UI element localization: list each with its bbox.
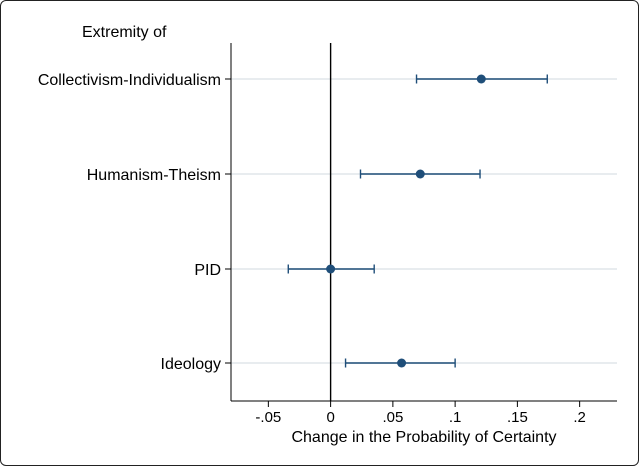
x-tick-label: .1 — [449, 409, 462, 426]
x-ticks: -.05 0 .05 .1 .15 .2 — [255, 401, 586, 426]
x-axis-label: Change in the Probability of Certainty — [291, 429, 556, 446]
category-label: Humanism-Theism — [87, 167, 221, 184]
x-tick-label: .2 — [573, 409, 586, 426]
point-estimate — [326, 264, 336, 274]
x-tick-label: 0 — [326, 409, 334, 426]
point-estimate — [415, 169, 425, 179]
chart-title: Extremity of — [82, 24, 167, 41]
category-labels: Collectivism-Individualism Humanism-Theis… — [38, 72, 231, 373]
point-estimate — [476, 74, 486, 84]
grid-layer — [231, 78, 617, 364]
x-tick-label: .05 — [382, 409, 403, 426]
x-tick-label: .15 — [507, 409, 528, 426]
x-tick-label: -.05 — [255, 409, 281, 426]
estimates-layer — [287, 74, 548, 368]
category-label: Collectivism-Individualism — [38, 72, 221, 89]
point-estimate — [397, 358, 407, 368]
category-label: Ideology — [161, 356, 222, 373]
category-label: PID — [194, 262, 221, 279]
